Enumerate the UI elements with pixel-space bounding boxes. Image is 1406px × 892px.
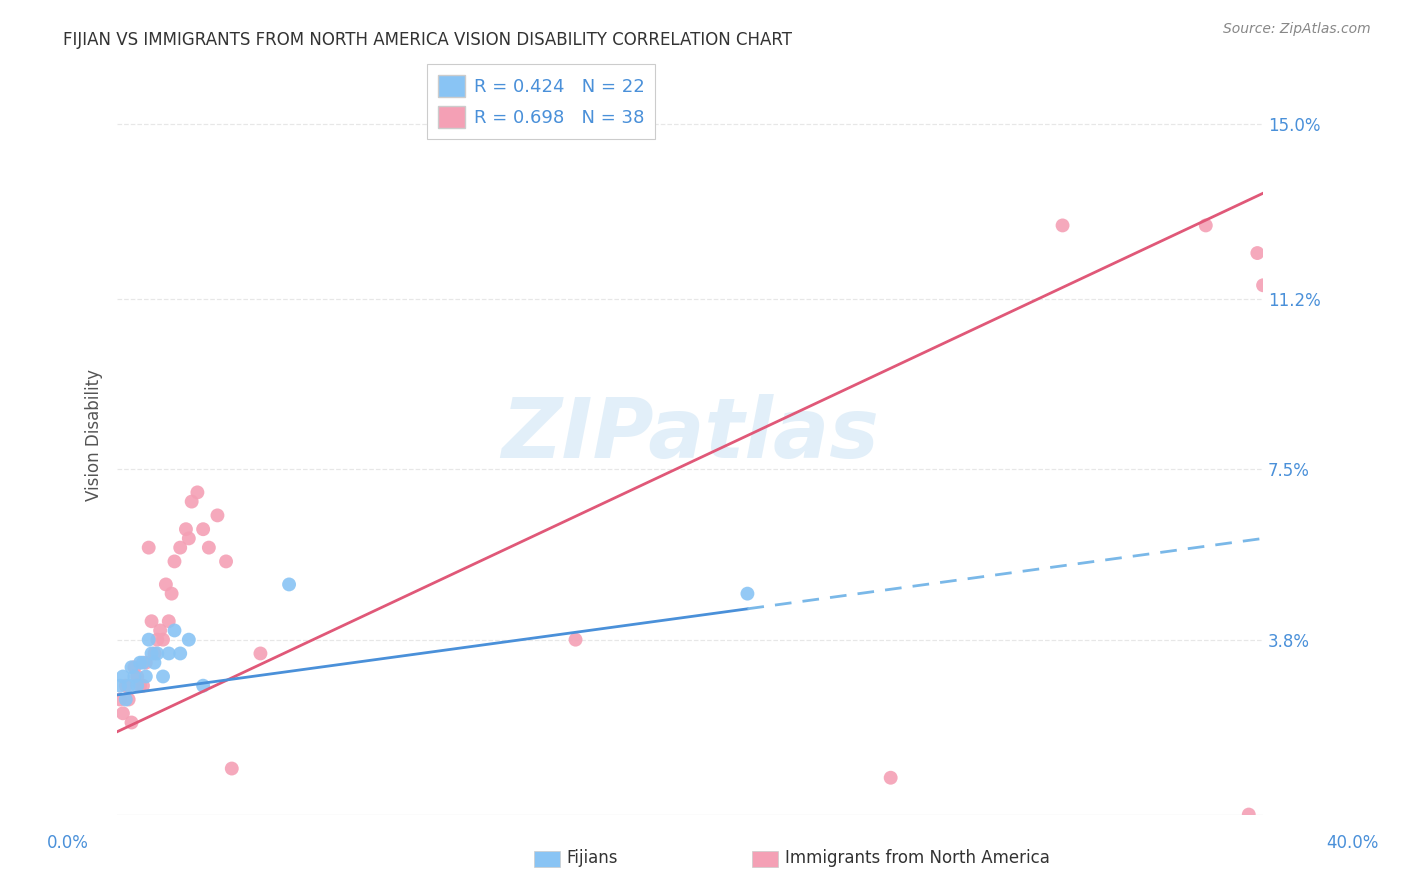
Point <box>221 762 243 776</box>
Point <box>191 522 214 536</box>
Point <box>141 614 163 628</box>
Point <box>155 577 177 591</box>
Point <box>879 771 901 785</box>
Point <box>129 679 152 693</box>
Point <box>127 669 149 683</box>
Point <box>163 554 186 568</box>
Point <box>121 715 143 730</box>
Point <box>191 679 214 693</box>
Point <box>278 577 301 591</box>
Point <box>169 647 191 661</box>
Point <box>1195 219 1218 233</box>
Point <box>249 647 271 661</box>
Point <box>207 508 229 523</box>
Point <box>1246 246 1268 260</box>
Point <box>117 679 139 693</box>
Point <box>146 632 169 647</box>
Point <box>1237 807 1260 822</box>
Point <box>117 692 139 706</box>
Point <box>215 554 238 568</box>
Point <box>111 669 134 683</box>
Point <box>152 632 174 647</box>
Y-axis label: Vision Disability: Vision Disability <box>86 369 103 500</box>
Point <box>141 647 163 661</box>
Point <box>177 632 200 647</box>
Point <box>169 541 191 555</box>
Text: 0.0%: 0.0% <box>46 834 89 852</box>
Point <box>129 656 152 670</box>
Point <box>149 624 172 638</box>
Point <box>108 692 131 706</box>
Point <box>157 647 180 661</box>
Point <box>186 485 208 500</box>
Point <box>177 532 200 546</box>
Point <box>124 660 146 674</box>
Point <box>124 669 146 683</box>
Text: ZIPatlas: ZIPatlas <box>501 394 879 475</box>
Point <box>143 656 166 670</box>
Point <box>163 624 186 638</box>
Text: FIJIAN VS IMMIGRANTS FROM NORTH AMERICA VISION DISABILITY CORRELATION CHART: FIJIAN VS IMMIGRANTS FROM NORTH AMERICA … <box>63 31 792 49</box>
Point <box>174 522 197 536</box>
Legend: R = 0.424   N = 22, R = 0.698   N = 38: R = 0.424 N = 22, R = 0.698 N = 38 <box>427 64 655 139</box>
Point <box>132 656 155 670</box>
Point <box>111 706 134 721</box>
Point <box>198 541 221 555</box>
Text: 40.0%: 40.0% <box>1326 834 1379 852</box>
Text: Immigrants from North America: Immigrants from North America <box>785 849 1049 867</box>
Point <box>143 647 166 661</box>
Text: Fijians: Fijians <box>567 849 619 867</box>
Point <box>157 614 180 628</box>
Point <box>138 632 160 647</box>
Text: Source: ZipAtlas.com: Source: ZipAtlas.com <box>1223 22 1371 37</box>
Point <box>160 587 183 601</box>
Point <box>180 494 202 508</box>
Point <box>121 660 143 674</box>
Point <box>152 669 174 683</box>
Point <box>135 656 157 670</box>
Point <box>1052 219 1074 233</box>
Point <box>1251 278 1274 293</box>
Point <box>127 679 149 693</box>
Point <box>138 541 160 555</box>
Point <box>135 669 157 683</box>
Point <box>737 587 759 601</box>
Point <box>108 679 131 693</box>
Point <box>146 647 169 661</box>
Point <box>564 632 586 647</box>
Point <box>114 679 136 693</box>
Point <box>132 679 155 693</box>
Point <box>114 692 136 706</box>
